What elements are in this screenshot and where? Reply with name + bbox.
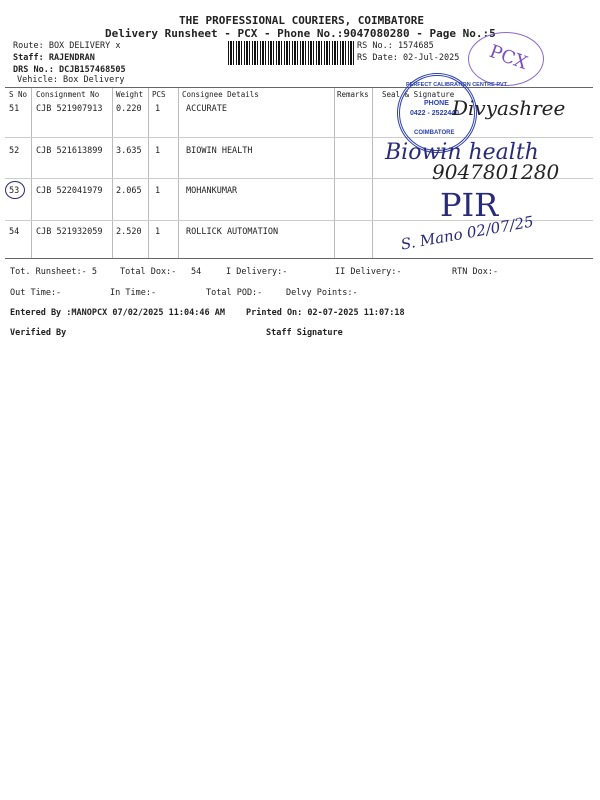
row-pcs: 1 <box>155 104 161 114</box>
rtn-dox: RTN Dox:- <box>452 267 499 277</box>
verified-by: Verified By <box>10 328 67 338</box>
row-consignment: CJB 521907913 <box>36 104 103 114</box>
vehicle: Vehicle: Box Delivery <box>17 75 125 85</box>
company-seal: PERFECT CALIBRATION CENTRE PVT PHONE 042… <box>397 73 507 153</box>
col-consignee: Consignee Details <box>182 90 259 99</box>
total-dox-value: 54 <box>191 267 202 277</box>
col-pcs: PCS <box>152 90 166 99</box>
pcx-stamp-text: PCX <box>486 41 531 74</box>
seal-city: COIMBATORE <box>414 130 455 136</box>
row-consignee: MOHANKUMAR <box>186 186 238 196</box>
col-weight: Weight <box>116 90 144 99</box>
total-dox: Total Dox:- <box>120 267 177 277</box>
row-consignment: CJB 521932059 <box>36 227 103 237</box>
company-name: THE PROFESSIONAL COURIERS, COIMBATORE <box>179 14 425 27</box>
row-sno: 51 <box>9 104 20 114</box>
i-delivery: I Delivery:- <box>226 267 288 277</box>
printed-on: Printed On: 02-07-2025 11:07:18 <box>246 308 405 318</box>
signature-row-51: Divyashree <box>452 96 566 120</box>
col-remarks: Remarks <box>337 90 369 99</box>
row-consignee: ACCURATE <box>186 104 227 114</box>
out-time: Out Time:- <box>10 288 62 298</box>
row-weight: 2.065 <box>116 186 142 196</box>
phone-handwritten: 9047801280 <box>432 160 560 184</box>
row-pcs: 1 <box>155 186 161 196</box>
entered-by: Entered By :MANOPCX 07/02/2025 11:04:46 … <box>10 308 225 318</box>
col-consignment: Consignment No <box>36 90 100 99</box>
pcx-stamp: PCX <box>468 32 544 86</box>
row-pcs: 1 <box>155 146 161 156</box>
row-weight: 3.635 <box>116 146 142 156</box>
rs-number: RS No.: 1574685 <box>357 41 434 51</box>
row-sno: 54 <box>9 227 20 237</box>
delvy-points: Delvy Points:- <box>286 288 358 298</box>
ii-delivery: II Delivery:- <box>335 267 402 277</box>
row-weight: 0.220 <box>116 104 142 114</box>
route: Route: BOX DELIVERY x <box>13 41 121 51</box>
rs-date: RS Date: 02-Jul-2025 <box>357 53 460 63</box>
circled-mark <box>5 181 25 199</box>
row-consignment: CJB 521613899 <box>36 146 103 156</box>
row-consignee: BIOWIN HEALTH <box>186 146 253 156</box>
runsheet-subtitle: Delivery Runsheet - PCX - Phone No.:9047… <box>105 27 496 40</box>
signature-row-53: PIR <box>440 186 499 224</box>
row-sno: 52 <box>9 146 20 156</box>
tot-runsheet: Tot. Runsheet:- 5 <box>10 267 97 277</box>
signature-row-52: Biowin health <box>385 140 539 165</box>
total-pod: Total POD:- <box>206 288 263 298</box>
staff: Staff: RAJENDRAN <box>13 53 95 63</box>
drs-number: DRS No.: DCJB157468505 <box>13 65 126 75</box>
table-top-rule <box>5 87 593 88</box>
col-sno: S No <box>9 90 28 99</box>
seal-company: PERFECT CALIBRATION CENTRE PVT <box>406 82 508 88</box>
seal-phone: 0422 - 2522440 <box>410 110 460 117</box>
row-pcs: 1 <box>155 227 161 237</box>
barcode <box>228 41 354 65</box>
seal-phone-label: PHONE <box>424 100 449 107</box>
in-time: In Time:- <box>110 288 157 298</box>
row-consignment: CJB 522041979 <box>36 186 103 196</box>
staff-signature: Staff Signature <box>266 328 343 338</box>
row-weight: 2.520 <box>116 227 142 237</box>
table-bottom-rule <box>5 258 593 259</box>
row-consignee: ROLLICK AUTOMATION <box>186 227 279 237</box>
